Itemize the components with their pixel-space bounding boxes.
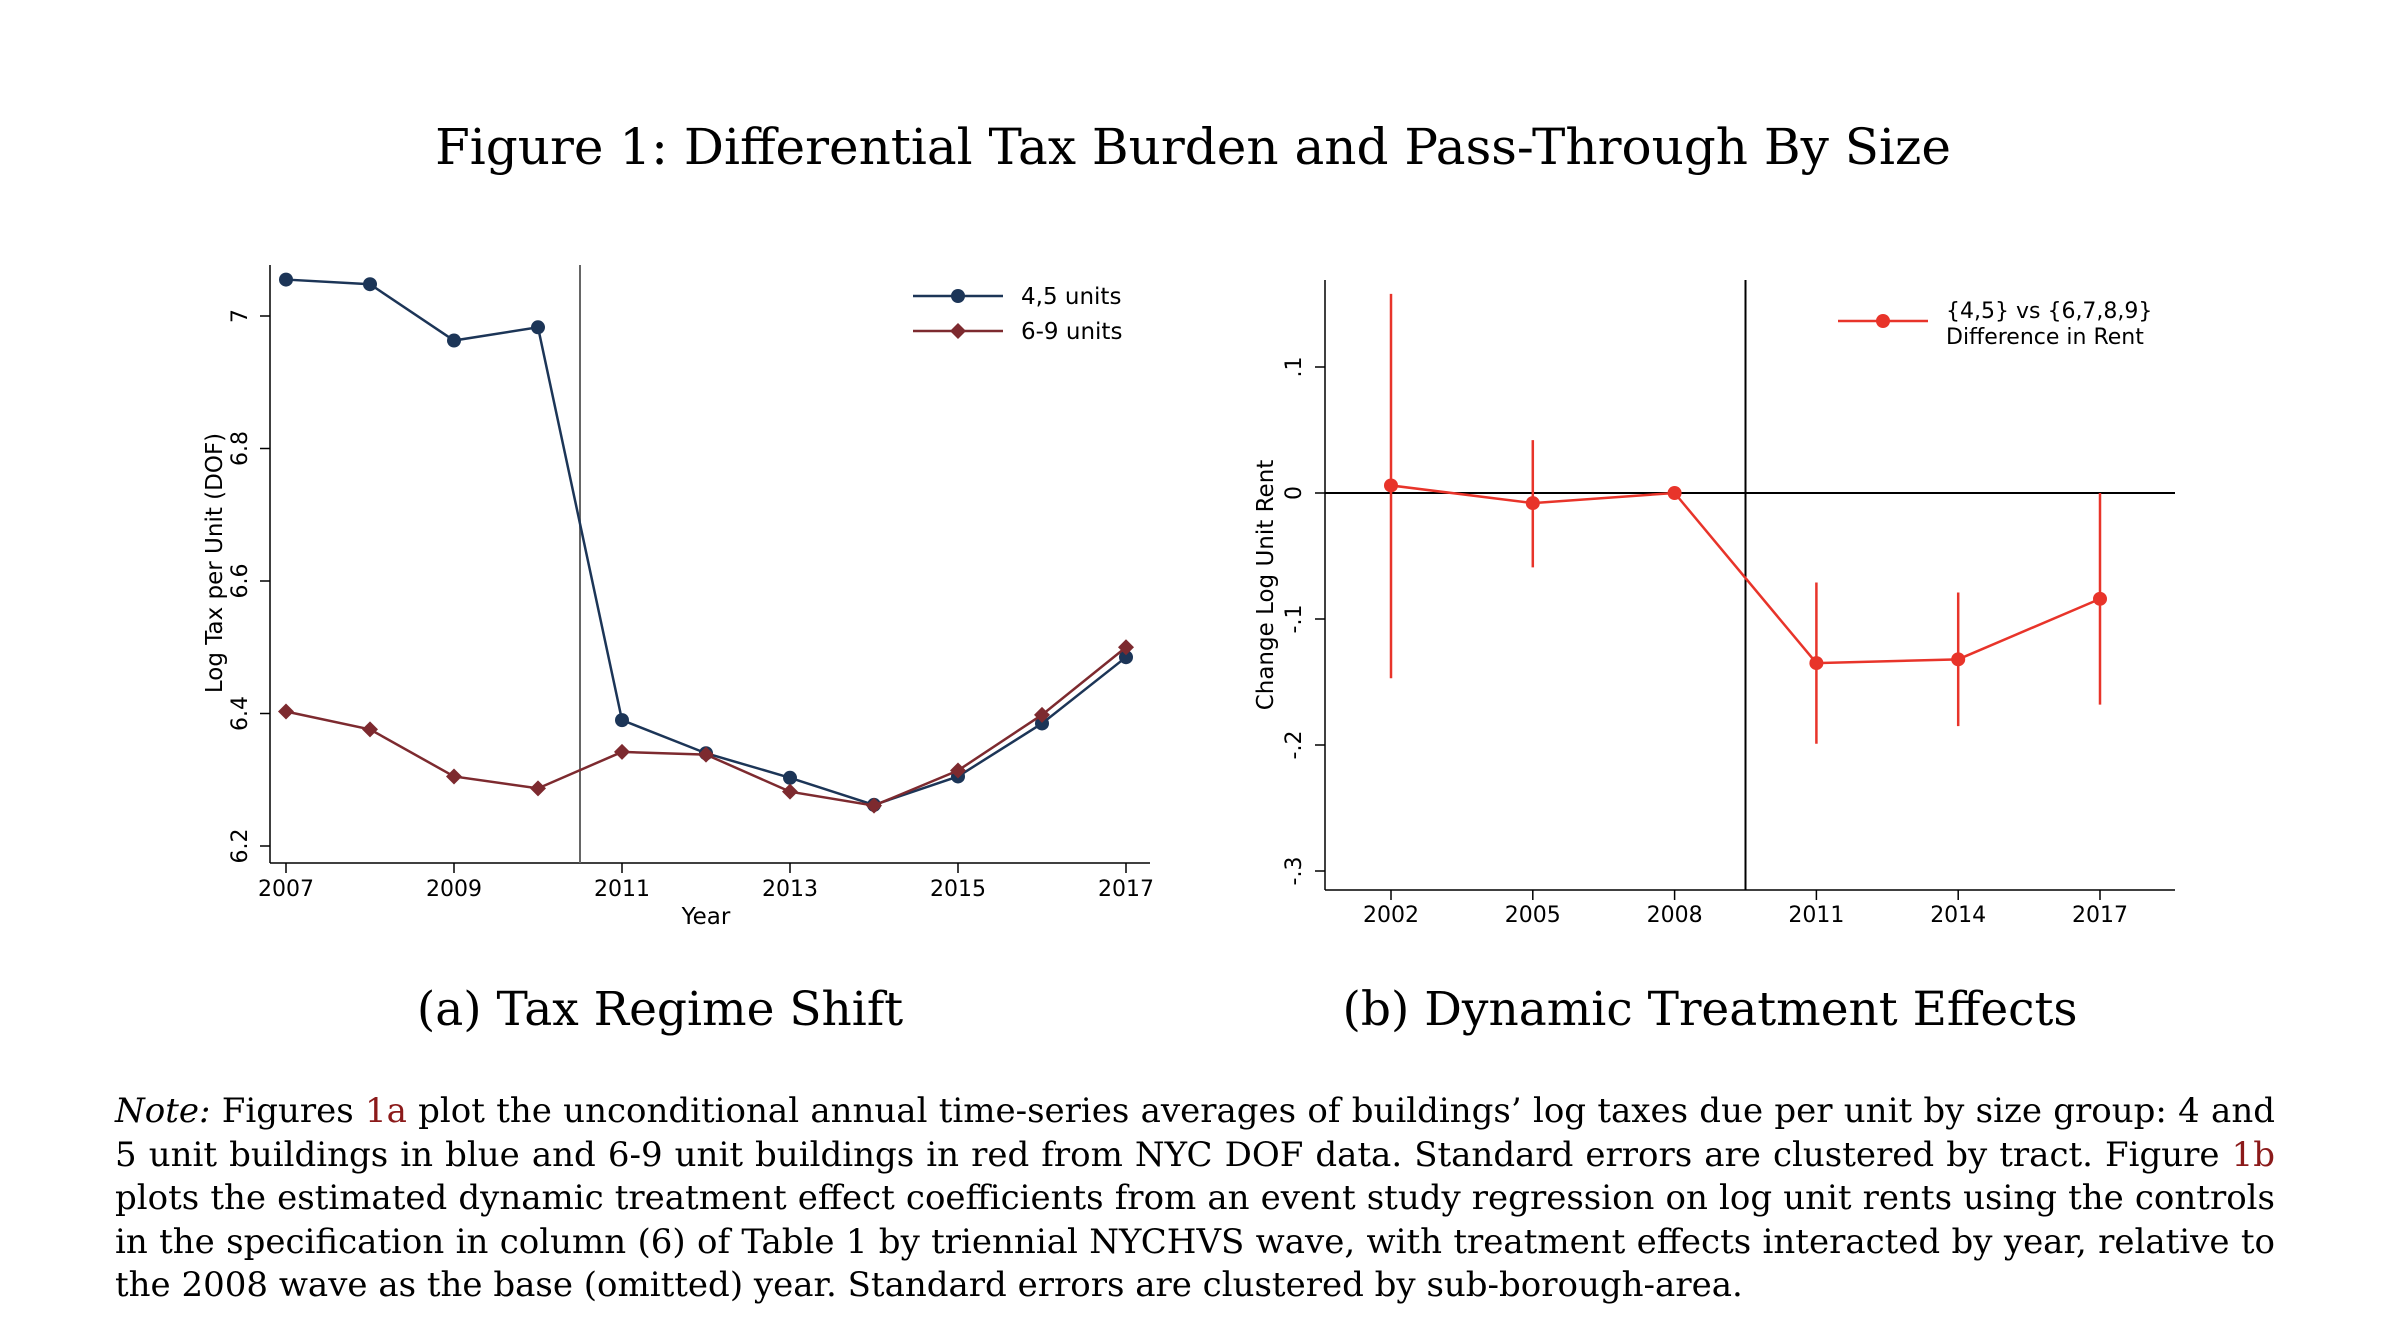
chart-a-point-circle <box>783 770 797 785</box>
chart-a-y-tick-label: 6.6 <box>228 564 253 599</box>
chart-a-y-tick-label: 6.4 <box>228 696 253 731</box>
chart-a-x-tick-label: 2013 <box>762 877 818 902</box>
chart-b-point <box>1525 496 1540 511</box>
note-ref-1a[interactable]: 1a <box>364 1091 407 1131</box>
note-text-2: plot the unconditional annual time-serie… <box>115 1091 2275 1175</box>
chart-b-y-tick-label: -.3 <box>1282 857 1307 886</box>
chart-b-x-tick-label: 2017 <box>2072 903 2128 928</box>
chart-b-y-tick-label: -.1 <box>1282 605 1307 634</box>
chart-a-legend-label: 4,5 units <box>1021 284 1121 310</box>
chart-b-series-line <box>1390 484 2101 665</box>
note-text-1: Figures <box>210 1091 365 1131</box>
note-text-3: plots the estimated dynamic treatment ef… <box>115 1178 2275 1305</box>
chart-a-point-circle <box>279 272 293 287</box>
chart-a-point-diamond <box>446 768 462 785</box>
chart-a-legend-marker <box>951 289 965 303</box>
chart-b-y-tick-label: 0 <box>1282 486 1307 500</box>
chart-a-y-tick-label: 7 <box>228 309 253 323</box>
chart-b-legend-label-line2: Difference in Rent <box>1946 325 2144 350</box>
subcaption-b: (b) Dynamic Treatment Effects <box>1342 982 2078 1037</box>
chart-a-point-circle <box>447 333 461 348</box>
chart-a-y-tick-label: 6.8 <box>228 431 253 466</box>
chart-b-x-tick-label: 2014 <box>1930 903 1986 928</box>
chart-a-x-tick-label: 2009 <box>426 877 482 902</box>
chart-a-point-diamond <box>782 783 798 800</box>
chart-a-point-diamond <box>614 743 630 760</box>
chart-b-y-tick-label: .1 <box>1282 357 1307 378</box>
chart-a-x-tick-label: 2011 <box>594 877 650 902</box>
chart-b-y-tick-label: -.2 <box>1282 731 1307 760</box>
chart-b-x-tick-label: 2002 <box>1363 903 1419 928</box>
chart-a-y-axis-label: Log Tax per Unit (DOF) <box>202 433 228 693</box>
chart-a-x-tick-label: 2015 <box>930 877 986 902</box>
note-ref-1b[interactable]: 1b <box>2231 1134 2275 1175</box>
chart-b-legend-marker <box>1876 314 1890 328</box>
chart-b-point <box>1667 486 1682 500</box>
chart-a-point-circle <box>1119 650 1133 665</box>
chart-a-plot-area <box>270 265 1150 863</box>
subcaption-a: (a) Tax Regime Shift <box>416 982 904 1037</box>
chart-a-point-circle <box>615 713 629 728</box>
chart-b-x-tick-label: 2005 <box>1505 903 1561 928</box>
chart-a-point-circle <box>531 320 545 335</box>
chart-a-tax-regime-shift: 6.2 6.4 6.6 6.8 7 2007 2009 2011 2013 2015 2017 Yea… <box>202 265 1154 930</box>
chart-b-dynamic-treatment-effects: -.3 -.2 -.1 0 .1 2002 2005 2008 2011 2014 2017 Chan… <box>1253 280 2175 928</box>
chart-b-point <box>1384 478 1398 493</box>
chart-a-x-tick-label: 2007 <box>258 877 314 902</box>
chart-a-point-circle <box>363 277 377 292</box>
note-label: Note: <box>115 1091 211 1131</box>
chart-a-point-diamond <box>530 780 546 797</box>
chart-a-series-line <box>285 646 1127 807</box>
chart-a-point-diamond <box>698 746 714 763</box>
chart-b-x-tick-label: 2011 <box>1788 903 1844 928</box>
chart-a-point-diamond <box>1034 706 1050 723</box>
chart-b-point <box>1951 652 1966 667</box>
chart-a-x-tick-label: 2017 <box>1098 877 1154 902</box>
chart-b-legend-label-line1: {4,5} vs {6,7,8,9} <box>1946 299 2152 324</box>
chart-a-series-line <box>285 278 1127 807</box>
chart-a-legend-label: 6-9 units <box>1021 319 1122 345</box>
chart-b-x-tick-label: 2008 <box>1647 903 1703 928</box>
figure-note: Note: Figures 1a plot the unconditional … <box>115 1090 2275 1308</box>
chart-a-point-diamond <box>278 703 294 720</box>
chart-a-point-diamond <box>950 762 966 779</box>
chart-a-x-axis-label: Year <box>681 904 731 930</box>
chart-a-legend-marker <box>950 323 966 339</box>
chart-a-point-diamond <box>362 721 378 738</box>
chart-a-point-circle <box>1035 716 1049 731</box>
chart-a-point-diamond <box>866 797 882 814</box>
chart-b-point <box>1809 656 1824 671</box>
chart-b-point <box>2093 591 2107 606</box>
figure-title: Figure 1: Differential Tax Burden and Pa… <box>435 118 1951 176</box>
chart-b-y-axis-label: Change Log Unit Rent <box>1253 460 1279 711</box>
chart-a-point-diamond <box>1118 639 1134 656</box>
chart-a-y-tick-label: 6.2 <box>228 829 253 864</box>
